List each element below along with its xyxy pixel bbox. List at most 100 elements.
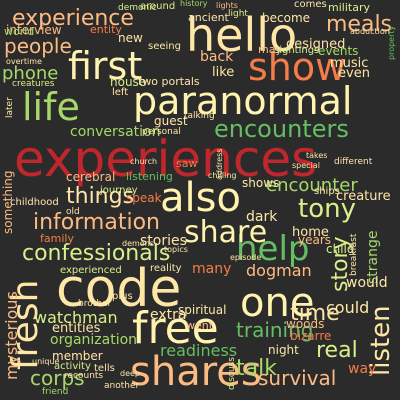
word-show: show (248, 45, 347, 89)
word-world: world (4, 25, 35, 38)
word-back: back (200, 49, 234, 65)
word-shares: shares (130, 349, 262, 395)
word-went: went (186, 319, 214, 332)
word-childhood: childhood (10, 197, 59, 208)
word-journey: journey (100, 185, 138, 196)
word-sightings: sightings (274, 45, 320, 56)
word-guest: guest (154, 114, 188, 128)
word-would: would (346, 275, 388, 291)
word-plus: plus (112, 291, 133, 302)
word-events: events (318, 44, 359, 58)
word-things: things (66, 184, 135, 209)
word-breakfast: breakfast (349, 233, 359, 276)
word-information: information (33, 210, 160, 235)
word-demons: demons (122, 239, 154, 248)
word-overtime: overtime (6, 57, 42, 66)
word-training: training (236, 318, 314, 342)
word-woods: woods (286, 317, 325, 331)
word-spiritual: spiritual (178, 303, 227, 317)
word-designed: designed (286, 37, 346, 52)
word-history: history (180, 0, 208, 8)
word-ships: ships (314, 186, 340, 197)
word-bizarre: bizarre (290, 329, 332, 343)
word-many: many (192, 261, 232, 277)
word-time: time (290, 301, 340, 326)
word-talking: talking (184, 111, 215, 121)
word-property: property (387, 25, 396, 60)
word-phone: phone (2, 63, 59, 84)
word-different: different (334, 157, 373, 167)
word-become: become (262, 11, 311, 25)
word-home: home (292, 225, 329, 240)
word-saw: saw (176, 157, 198, 170)
word-another: another (104, 381, 140, 391)
word-even: even (338, 66, 370, 81)
word-cerebral: cerebral (66, 170, 116, 184)
word-experience: experience (12, 6, 134, 31)
word-unique: unique (32, 357, 60, 366)
word-like: like (212, 65, 235, 80)
word-tells: tells (94, 363, 115, 374)
word-real: real (316, 338, 358, 363)
word-encounters: encounters (214, 115, 349, 143)
word-entities: entities (52, 321, 101, 336)
word-encounter: encounter (266, 175, 358, 196)
word-light: light (228, 9, 248, 19)
word-old: old (66, 207, 80, 217)
word-comes: comes (294, 0, 327, 10)
word-entity: entity (90, 23, 122, 36)
word-hello: hello (186, 8, 298, 62)
word-creatures: creatures (12, 79, 55, 89)
word-first: first (68, 44, 143, 88)
word-topics: topics (164, 245, 188, 254)
word-later: later (5, 97, 15, 118)
word-interview: interview (6, 23, 62, 37)
word-shows: shows (242, 176, 280, 190)
word-chilling: chilling (208, 171, 237, 180)
word-discuss: discuss (227, 357, 237, 390)
word-stories: stories (140, 233, 187, 249)
word-confessionals: confessionals (22, 241, 171, 266)
word-experiences: experiences (14, 130, 318, 188)
word-deep: deep (120, 369, 140, 378)
word-people: people (4, 34, 72, 58)
word-friend: friend (42, 387, 69, 397)
word-speak: speak (126, 191, 162, 205)
word-child: child (326, 242, 355, 256)
word-abduction: abduction (350, 27, 390, 36)
word-dark: dark (246, 209, 278, 225)
word-share: share (184, 215, 268, 250)
word-extra: extra (150, 307, 187, 323)
word-also: also (160, 175, 241, 221)
word-member: member (52, 349, 103, 363)
word-address: address (215, 148, 224, 180)
word-family: family (40, 232, 74, 245)
word-around: around (140, 1, 176, 12)
word-ancient: ancient (188, 11, 229, 24)
word-way: way (348, 361, 377, 377)
word-help: help (236, 229, 310, 269)
word-mysterious: mysterious (2, 291, 21, 380)
word-corps: corps (30, 366, 85, 390)
word-watchman: watchman (34, 308, 118, 327)
word-could: could (326, 298, 370, 317)
word-dogman: dogman (246, 261, 312, 280)
word-meals: meals (326, 12, 393, 37)
word-free: free (132, 303, 219, 354)
word-paranormal: paranormal (133, 79, 353, 123)
word-personal: personal (142, 127, 181, 137)
word-listening: listening (126, 170, 173, 183)
word-one: one (240, 280, 315, 326)
word-two-portals: two portals (138, 75, 200, 88)
word-activity: activity (54, 361, 91, 372)
word-demonic: demonic (118, 3, 157, 13)
word-church: church (130, 157, 158, 166)
word-experienced: experienced (60, 265, 122, 276)
word-left: left (112, 87, 129, 98)
word-years: years (298, 233, 332, 247)
word-brother: brother (78, 299, 112, 309)
word-creature: creature (336, 189, 391, 204)
word-seeing: seeing (148, 41, 181, 52)
word-tony: tony (298, 194, 356, 224)
